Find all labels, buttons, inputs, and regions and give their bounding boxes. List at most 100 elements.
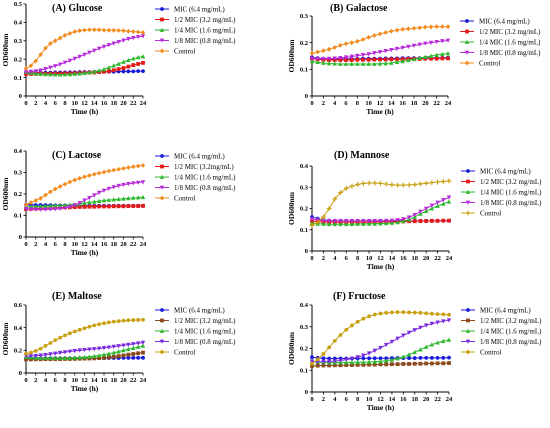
data-point (57, 72, 63, 77)
data-point (445, 24, 451, 30)
x-tick-label: 22 (433, 100, 440, 107)
data-point (360, 181, 366, 186)
data-point (48, 341, 53, 345)
series-line (311, 196, 450, 222)
data-point (111, 354, 116, 359)
data-point (111, 167, 116, 173)
data-point (423, 180, 429, 186)
data-point (309, 50, 315, 56)
data-point (412, 219, 417, 224)
data-point (327, 345, 332, 350)
data-point (384, 362, 389, 367)
data-point (72, 203, 77, 208)
data-point (350, 323, 354, 328)
legend-label: 1/4 MIC (1.6 mg/mL) (174, 328, 236, 336)
data-point (361, 359, 366, 365)
x-tick-label: 22 (434, 396, 441, 403)
data-point (28, 200, 34, 205)
data-point (429, 203, 435, 208)
data-point (53, 351, 58, 356)
data-point (82, 27, 87, 33)
x-tick-label: 20 (120, 241, 127, 248)
data-point (43, 355, 48, 361)
data-point (106, 345, 112, 350)
data-point (395, 310, 400, 315)
data-point (401, 333, 406, 338)
data-point (423, 24, 428, 30)
y-tick-label: 0.4 (14, 20, 23, 27)
series (310, 361, 451, 368)
legend-label: MIC (6.4 mg/mL) (174, 307, 225, 315)
data-point (136, 204, 141, 208)
data-point (344, 360, 349, 365)
x-tick-label: 2 (322, 396, 325, 403)
legend-marker (159, 27, 165, 32)
data-point (429, 321, 435, 327)
data-point (102, 321, 106, 326)
legend-marker (465, 189, 471, 194)
data-point (111, 319, 116, 324)
data-point (350, 363, 354, 367)
x-tick-label: 0 (24, 100, 27, 107)
data-point (377, 61, 383, 66)
x-tick-label: 4 (333, 100, 337, 107)
data-point (378, 356, 383, 361)
x-tick-label: 22 (434, 255, 441, 262)
legend-marker (466, 350, 470, 354)
data-point (435, 361, 440, 366)
data-point (446, 318, 452, 323)
data-point (390, 310, 394, 315)
x-tick-label: 20 (422, 100, 429, 107)
data-point (378, 219, 383, 224)
data-point (87, 200, 92, 205)
data-point (349, 356, 355, 361)
data-point (447, 312, 451, 317)
data-point (395, 218, 400, 223)
data-point (48, 355, 53, 361)
x-tick-label: 12 (81, 241, 88, 248)
data-point (121, 28, 126, 34)
data-point (349, 54, 354, 59)
legend-label: 1/2 MIC (3.2 mg/mL) (174, 317, 236, 325)
x-tick-label: 12 (377, 255, 384, 262)
data-point (141, 317, 145, 322)
series (23, 34, 146, 75)
data-point (126, 165, 131, 170)
data-point (101, 44, 107, 49)
legend-label: Control (480, 349, 501, 357)
data-point (435, 218, 440, 223)
data-point (395, 182, 401, 188)
data-point (140, 34, 146, 39)
data-point (372, 219, 377, 224)
legend-label: MIC (6.4 mg/mL) (174, 6, 225, 14)
legend-label: 1/2 MIC (3.2 mg/mL) (480, 317, 542, 325)
legend: MIC (6.4 mg/mL) 1/2 MIC (3.2mg/mL) 1/4 MIC… (155, 153, 236, 203)
x-tick-label: 16 (399, 100, 406, 107)
data-point (106, 204, 111, 209)
data-point (106, 69, 111, 74)
data-point (38, 346, 43, 351)
data-point (53, 338, 58, 343)
data-point (96, 27, 102, 33)
series (309, 38, 451, 62)
data-point (131, 356, 136, 360)
y-axis-label: OD600nm (287, 39, 296, 73)
data-point (383, 181, 389, 187)
data-point (400, 182, 406, 188)
data-point (366, 52, 371, 57)
data-point (111, 344, 116, 350)
x-tick-label: 16 (101, 100, 108, 107)
data-point (77, 28, 82, 34)
x-tick-label: 12 (377, 100, 384, 107)
data-point (121, 343, 126, 348)
data-point (445, 51, 451, 56)
data-point (327, 363, 332, 368)
data-point (67, 355, 73, 360)
data-point (434, 24, 439, 30)
data-point (126, 342, 131, 347)
data-point (447, 355, 451, 360)
data-point (372, 362, 377, 367)
y-axis-label: OD600nm (287, 331, 296, 365)
data-point (321, 352, 326, 356)
